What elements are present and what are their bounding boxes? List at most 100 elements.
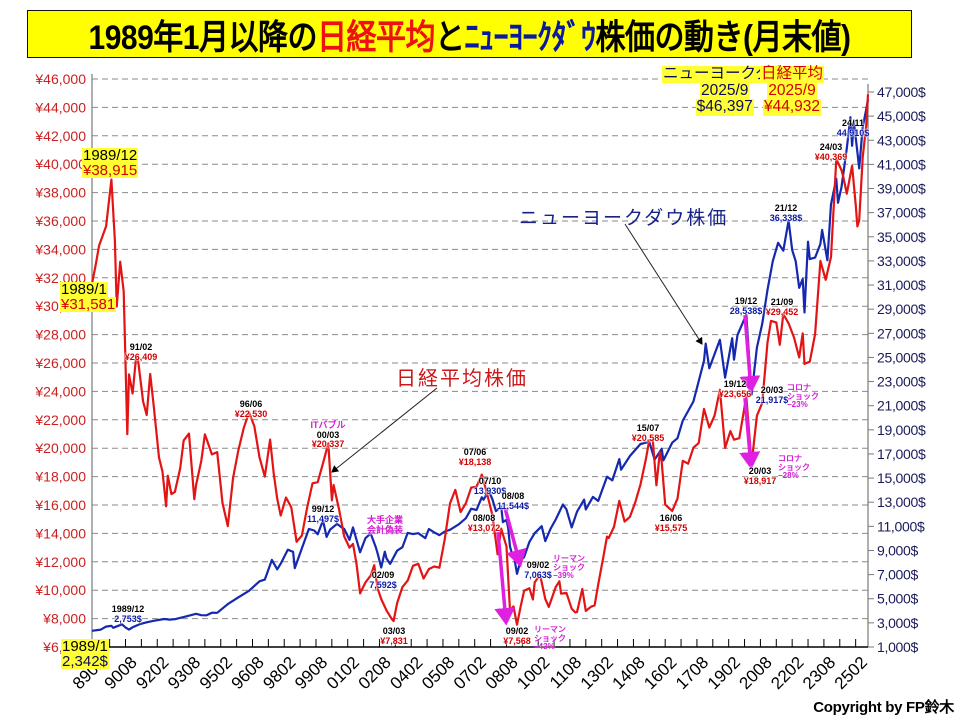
nikkei-9102-label: 91/02 ¥26,409 <box>124 342 158 362</box>
y-right-tick-label: 25,000$ <box>877 349 926 365</box>
lehman-dow-arrow <box>503 507 527 568</box>
x-tick-label: 1602 <box>640 653 680 693</box>
x-tick-label: 1708 <box>672 653 712 693</box>
dow-1912-label: 19/12 28,538$ <box>729 296 763 316</box>
label-value: 44,910$ <box>836 127 870 138</box>
dow-1989-01-label: 1989/1 2,342$ <box>61 639 109 669</box>
chart-title: 1989年1月以降の 日経平均 と ﾆｭｰﾖｰｸﾀﾞｳ 株価の動き(月末値) <box>27 10 912 58</box>
x-tick-label: 0102 <box>323 653 363 693</box>
label-line1: 大手企業 <box>366 515 404 525</box>
x-tick-label: 0808 <box>482 653 522 693</box>
dow-callout-arrow <box>624 223 703 345</box>
latest-nikkei-value: ¥44,932 <box>762 98 822 116</box>
y-right-tick-label: 31,000$ <box>877 277 926 293</box>
label-date: 21/09 <box>770 297 794 307</box>
y-left-tick-label: ¥12,000 <box>34 554 86 570</box>
y-right-tick-label: 3,000$ <box>877 615 919 631</box>
label-date: 96/06 <box>239 399 263 409</box>
y-left-tick-label: ¥38,000 <box>34 185 86 201</box>
label-date: 20/03 <box>760 385 784 395</box>
lehman-dow-label: リーマン ショック −39% <box>553 554 585 581</box>
y-right-tick-label: 47,000$ <box>877 84 926 100</box>
label-value: 11,497$ <box>306 513 340 524</box>
dow-2003-label: 20/03 21,917$ <box>755 385 789 405</box>
nikkei-1912-label: 19/12 ¥23,656 <box>718 379 752 399</box>
label-date: 19/12 <box>723 379 747 389</box>
label-line2: ショック <box>778 462 810 472</box>
label-value: ¥18,917 <box>743 475 777 486</box>
label-line1: リーマン <box>553 554 585 563</box>
dow-0808-label: 08/08 11,544$ <box>496 491 530 511</box>
dow-9912-label: 99/12 11,497$ <box>306 504 340 524</box>
nikkei-1606-label: 16/06 ¥15,575 <box>655 513 688 533</box>
y-right-tick-label: 5,000$ <box>877 591 919 607</box>
nikkei-0808-label: 08/08 ¥13,072 <box>467 513 501 533</box>
y-left-tick-label: ¥20,000 <box>34 440 86 456</box>
accounting-scandal-label: 大手企業 会計偽装 <box>366 515 404 535</box>
label-date: 19/12 <box>734 296 758 306</box>
latest-nikkei-date: 2025/9 <box>767 81 817 99</box>
corona-nikkei-arrow <box>739 397 761 470</box>
y-right-tick-label: 11,000$ <box>877 518 925 534</box>
nikkei-2003-label: 20/03 ¥18,917 <box>743 466 777 486</box>
series-lines <box>90 94 870 632</box>
y-right-tick-label: 37,000$ <box>877 205 926 221</box>
y-left-tick-label: ¥10,000 <box>34 582 86 598</box>
label-value: ¥26,409 <box>124 351 158 362</box>
label-value: 13,930$ <box>473 485 507 496</box>
label-value: 28,538$ <box>729 305 763 316</box>
x-tick-label: 1002 <box>513 653 553 693</box>
x-tick-label: 2008 <box>736 653 776 693</box>
label-value: ¥40,369 <box>814 151 848 162</box>
x-tick-label: 1902 <box>704 653 744 693</box>
label-pct: −43% <box>534 642 555 651</box>
label-line1: コロナ <box>787 383 811 392</box>
dow-0209-label: 02/09 7,592$ <box>369 570 397 590</box>
y-left-tick-label: ¥16,000 <box>34 497 86 513</box>
x-tick-label: 1408 <box>609 653 649 693</box>
label-pct: −28% <box>778 471 799 480</box>
label-date: 07/10 <box>478 476 502 486</box>
label-event: ITバブル <box>310 420 346 430</box>
nikkei-1989-12-label: 1989/12 ¥38,915 <box>82 148 139 179</box>
x-tick-label: 0508 <box>418 653 458 693</box>
nikkei-9606-label: 96/06 ¥22,530 <box>235 399 268 419</box>
y-right-tick-label: 27,000$ <box>877 325 926 341</box>
label-value: ¥7,568 <box>503 635 531 646</box>
y-left-tick-label: ¥46,000 <box>34 71 86 87</box>
label-value: ¥13,072 <box>467 522 501 533</box>
y-left-tick-label: ¥40,000 <box>34 156 86 172</box>
label-value: ¥7,831 <box>380 635 408 646</box>
y-right-tick-label: 1,000$ <box>877 639 919 655</box>
title-dow: ﾆｭｰﾖｰｸﾀﾞｳ <box>464 19 596 57</box>
latest-nikkei-name: 日経平均 <box>760 65 825 83</box>
nikkei-series-line <box>90 94 870 626</box>
y-left-tick-label: ¥26,000 <box>34 355 86 371</box>
x-tick-label: 2502 <box>831 653 871 693</box>
title-nikkei: 日経平均 <box>316 19 436 57</box>
y-left-tick-label: ¥42,000 <box>34 128 86 144</box>
x-tick-label: 9908 <box>291 653 331 693</box>
y-right-tick-label: 13,000$ <box>877 494 926 510</box>
copyright-text: Copyright by FP鈴木 <box>813 699 954 716</box>
nikkei-0003-label: ITバブル 00/03 ¥20,337 <box>310 420 346 450</box>
label-date: 08/08 <box>501 491 525 501</box>
label-line2: 会計偽装 <box>366 524 404 535</box>
x-tick-label: 9202 <box>132 653 172 693</box>
dow-0902-label: 09/02 7,063$ <box>524 560 552 580</box>
label-value: ¥38,915 <box>82 162 139 179</box>
label-date: 21/12 <box>774 203 798 213</box>
label-value: 21,917$ <box>755 394 789 405</box>
y-right-tick-label: 33,000$ <box>877 253 926 269</box>
label-date: 09/02 <box>526 560 550 570</box>
dow-series-line <box>91 99 870 632</box>
label-pct: −23% <box>787 400 808 409</box>
label-value: ¥20,585 <box>631 432 665 443</box>
label-date: 00/03 <box>316 429 340 440</box>
label-value: ¥23,656 <box>718 388 752 399</box>
nikkei-1507-label: 15/07 ¥20,585 <box>631 423 665 443</box>
nikkei-0902-label: 09/02 ¥7,568 <box>503 626 531 646</box>
label-date: 16/06 <box>659 513 683 523</box>
label-value: 11,544$ <box>496 500 530 511</box>
